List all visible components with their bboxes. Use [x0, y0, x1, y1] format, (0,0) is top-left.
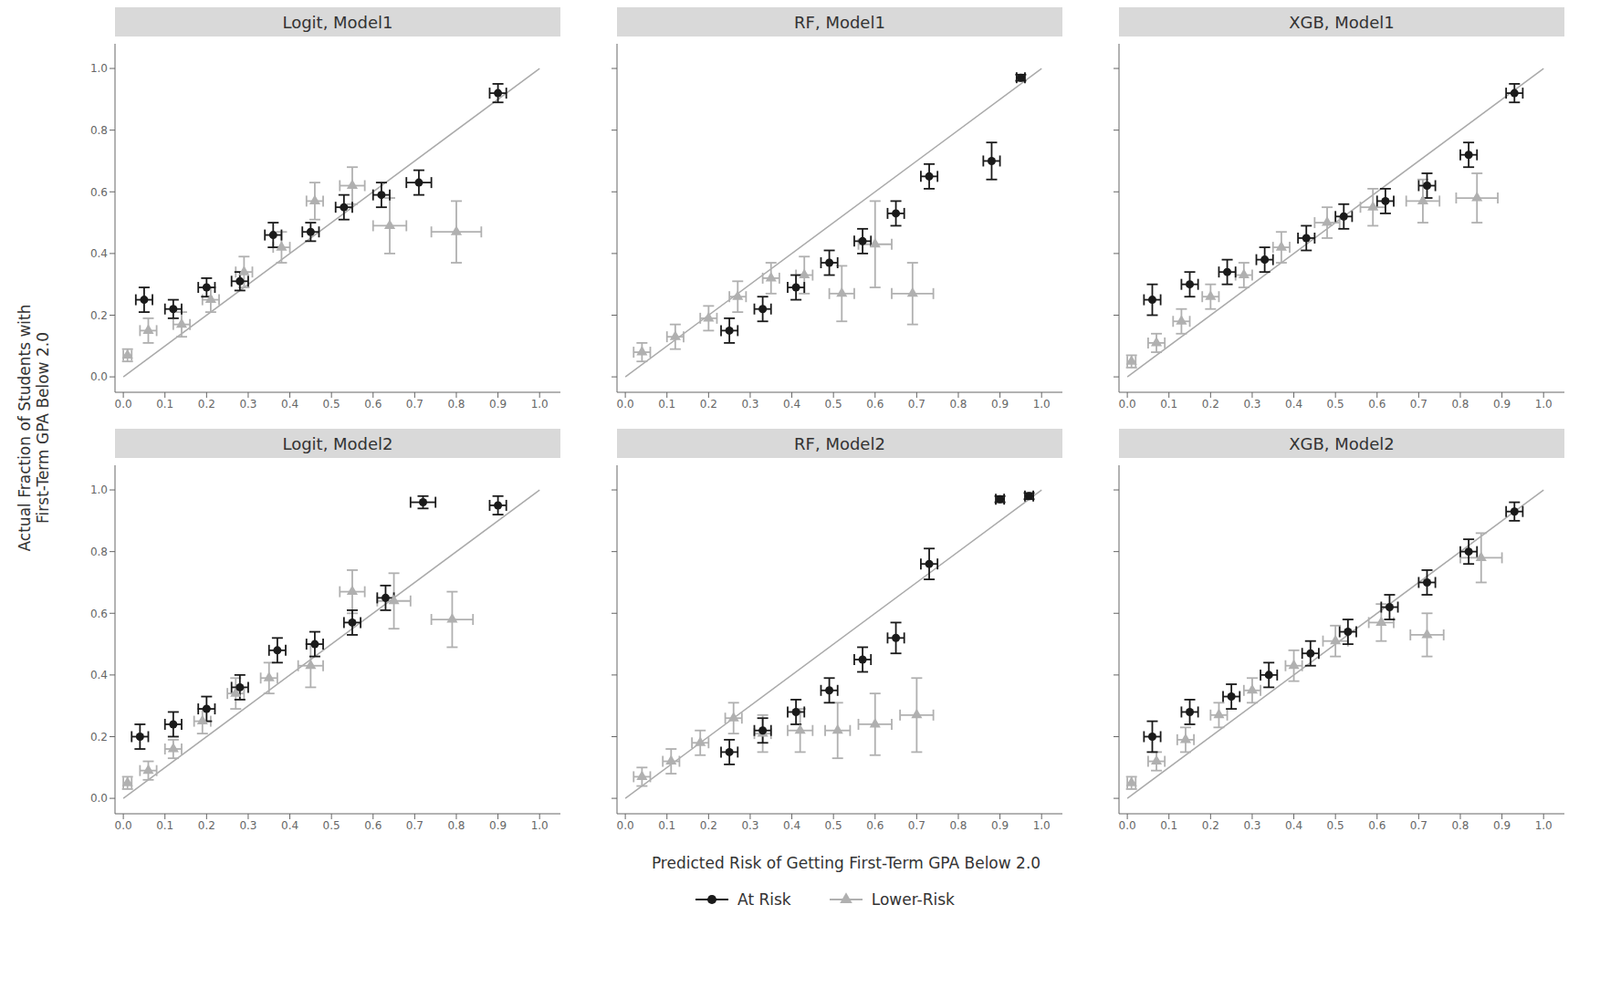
svg-text:0.0: 0.0 [90, 792, 108, 806]
svg-text:0.0: 0.0 [115, 819, 133, 833]
svg-text:0.5: 0.5 [1327, 819, 1345, 833]
html-text:XGB, Model2: XGB, Model2 [1288, 433, 1395, 454]
svg-text:0.2: 0.2 [700, 397, 718, 411]
svg-text:0.4: 0.4 [783, 819, 801, 833]
svg-text:0.6: 0.6 [90, 186, 108, 199]
svg-text:0.6: 0.6 [866, 819, 884, 833]
svg-text:0.7: 0.7 [406, 397, 424, 411]
svg-text:1.0: 1.0 [531, 819, 549, 833]
svg-text:0.3: 0.3 [239, 397, 257, 411]
svg-text:0.4: 0.4 [281, 397, 299, 411]
svg-text:0.4: 0.4 [783, 397, 801, 411]
svg-text:1.0: 1.0 [1033, 397, 1051, 411]
svg-text:0.2: 0.2 [90, 309, 108, 323]
svg-text:0.6: 0.6 [1368, 397, 1386, 411]
svg-text:0.5: 0.5 [323, 819, 341, 833]
svg-text:Actual Fraction of Students wi: Actual Fraction of Students withFirst-Te… [15, 304, 53, 553]
svg-text:0.8: 0.8 [447, 397, 465, 411]
svg-text:0.2: 0.2 [1202, 397, 1220, 411]
svg-text:0.0: 0.0 [1118, 397, 1137, 411]
svg-text:0.1: 0.1 [1160, 819, 1178, 833]
svg-text:0.8: 0.8 [90, 545, 108, 559]
svg-text:0.8: 0.8 [447, 819, 465, 833]
svg-text:0.2: 0.2 [198, 397, 216, 411]
html-text:RF, Model2: RF, Model2 [794, 433, 886, 454]
svg-text:0.4: 0.4 [1285, 819, 1303, 833]
html-text:Lower-Risk: Lower-Risk [871, 890, 955, 910]
svg-text:0.6: 0.6 [866, 397, 884, 411]
svg-text:0.8: 0.8 [1451, 397, 1469, 411]
svg-text:0.7: 0.7 [1410, 397, 1428, 411]
svg-text:0.4: 0.4 [1285, 397, 1303, 411]
html-text:Predicted Risk of Getting Firs: Predicted Risk of Getting First-Term GPA… [651, 854, 1041, 873]
svg-text:0.5: 0.5 [825, 397, 843, 411]
svg-text:0.9: 0.9 [489, 819, 507, 833]
svg-text:0.4: 0.4 [90, 247, 108, 261]
svg-text:0.8: 0.8 [949, 397, 967, 411]
svg-text:1.0: 1.0 [1033, 819, 1051, 833]
svg-text:0.3: 0.3 [741, 397, 759, 411]
svg-text:0.2: 0.2 [1202, 819, 1220, 833]
svg-text:0.3: 0.3 [741, 819, 759, 833]
svg-text:0.6: 0.6 [364, 397, 382, 411]
svg-text:0.9: 0.9 [489, 397, 507, 411]
svg-text:0.6: 0.6 [364, 819, 382, 833]
svg-text:1.0: 1.0 [90, 483, 108, 497]
svg-text:0.8: 0.8 [90, 124, 108, 137]
svg-text:0.3: 0.3 [1243, 397, 1261, 411]
svg-text:0.6: 0.6 [90, 607, 108, 621]
svg-text:0.7: 0.7 [908, 397, 926, 411]
svg-text:0.9: 0.9 [991, 397, 1009, 411]
svg-text:1.0: 1.0 [90, 62, 108, 75]
svg-text:0.2: 0.2 [700, 819, 718, 833]
svg-text:0.5: 0.5 [323, 397, 341, 411]
svg-text:0.9: 0.9 [1493, 397, 1511, 411]
svg-text:0.4: 0.4 [90, 669, 108, 682]
svg-text:0.5: 0.5 [1327, 397, 1345, 411]
svg-text:0.7: 0.7 [406, 819, 424, 833]
svg-text:0.2: 0.2 [90, 731, 108, 744]
svg-text:0.2: 0.2 [198, 819, 216, 833]
svg-text:0.3: 0.3 [239, 819, 257, 833]
svg-text:0.8: 0.8 [1451, 819, 1469, 833]
html-text:RF, Model1: RF, Model1 [794, 12, 886, 32]
svg-text:0.0: 0.0 [1118, 819, 1137, 833]
svg-text:0.0: 0.0 [616, 397, 635, 411]
svg-text:0.3: 0.3 [1243, 819, 1261, 833]
svg-text:0.4: 0.4 [281, 819, 299, 833]
svg-text:0.1: 0.1 [156, 819, 174, 833]
svg-text:0.1: 0.1 [156, 397, 174, 411]
svg-text:1.0: 1.0 [1535, 397, 1553, 411]
svg-text:0.1: 0.1 [658, 819, 676, 833]
svg-text:0.1: 0.1 [658, 397, 676, 411]
svg-text:0.9: 0.9 [1493, 819, 1511, 833]
svg-text:1.0: 1.0 [531, 397, 549, 411]
html-text:Logit, Model1: Logit, Model1 [282, 12, 394, 32]
html-text:Logit, Model2: Logit, Model2 [282, 433, 394, 454]
svg-text:0.9: 0.9 [991, 819, 1009, 833]
html-text:At Risk: At Risk [737, 890, 792, 910]
svg-text:0.0: 0.0 [115, 397, 133, 411]
svg-text:0.0: 0.0 [616, 819, 635, 833]
svg-text:0.5: 0.5 [825, 819, 843, 833]
svg-text:0.0: 0.0 [90, 370, 108, 384]
svg-text:0.1: 0.1 [1160, 397, 1178, 411]
svg-text:0.6: 0.6 [1368, 819, 1386, 833]
svg-text:0.8: 0.8 [949, 819, 967, 833]
svg-text:0.7: 0.7 [1410, 819, 1428, 833]
svg-text:1.0: 1.0 [1535, 819, 1553, 833]
html-text:XGB, Model1: XGB, Model1 [1288, 12, 1395, 32]
svg-text:0.7: 0.7 [908, 819, 926, 833]
